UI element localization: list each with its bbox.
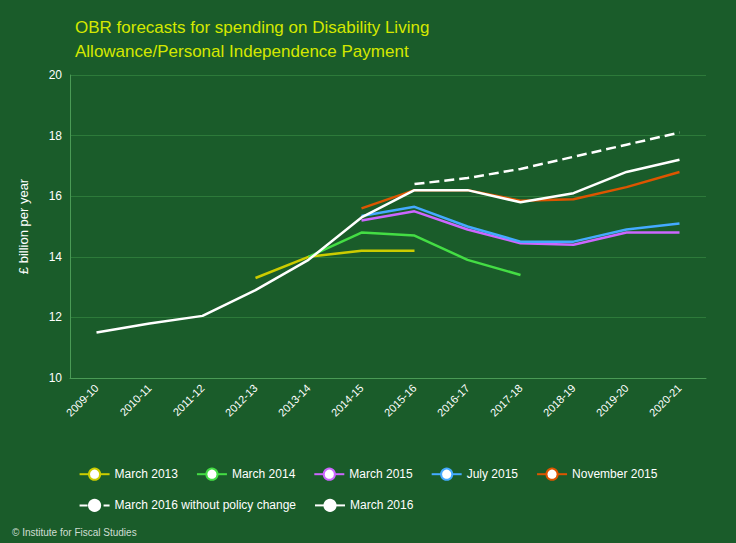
svg-text:10: 10 — [49, 371, 63, 385]
svg-text:2013-14: 2013-14 — [276, 382, 313, 419]
svg-text:2018-19: 2018-19 — [541, 382, 578, 419]
svg-text:March 2016 without policy chan: March 2016 without policy change — [115, 498, 297, 512]
svg-text:November 2015: November 2015 — [572, 467, 658, 481]
svg-text:2010-11: 2010-11 — [117, 382, 153, 418]
svg-text:March 2014: March 2014 — [232, 467, 296, 481]
svg-text:20: 20 — [49, 68, 63, 82]
svg-text:2017-18: 2017-18 — [488, 382, 525, 419]
svg-text:March 2013: March 2013 — [115, 467, 179, 481]
svg-text:July 2015: July 2015 — [467, 467, 519, 481]
svg-text:2020-21: 2020-21 — [647, 382, 684, 419]
svg-text:2014-15: 2014-15 — [329, 382, 366, 419]
svg-text:2012-13: 2012-13 — [223, 382, 260, 419]
svg-text:£ billion per year: £ billion per year — [16, 178, 31, 274]
svg-text:© Institute for Fiscal Studies: © Institute for Fiscal Studies — [12, 527, 137, 538]
svg-text:2009-10: 2009-10 — [64, 382, 101, 419]
svg-text:2011-12: 2011-12 — [170, 382, 206, 418]
svg-text:2019-20: 2019-20 — [594, 382, 631, 419]
svg-text:Allowance/Personal Independenc: Allowance/Personal Independence Payment — [75, 42, 409, 61]
svg-text:2016-17: 2016-17 — [435, 382, 472, 419]
svg-text:14: 14 — [49, 250, 63, 264]
svg-text:16: 16 — [49, 189, 63, 203]
svg-text:OBR forecasts for spending on: OBR forecasts for spending on Disability… — [75, 18, 429, 37]
svg-text:18: 18 — [49, 129, 63, 143]
svg-text:March 2016: March 2016 — [350, 498, 414, 512]
svg-text:March 2015: March 2015 — [349, 467, 413, 481]
svg-text:2015-16: 2015-16 — [382, 382, 419, 419]
svg-text:12: 12 — [49, 310, 63, 324]
